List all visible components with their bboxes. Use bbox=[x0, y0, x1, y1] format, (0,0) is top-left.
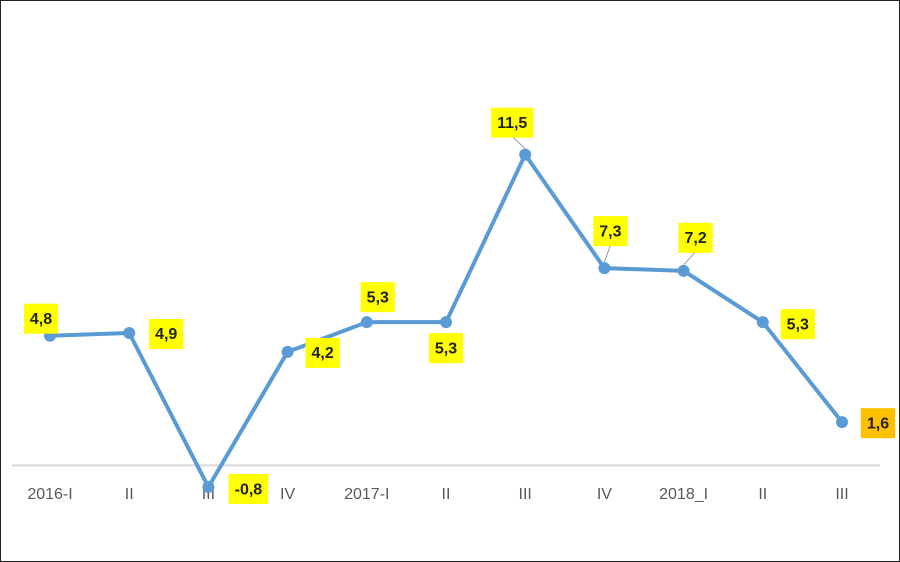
x-tick-label: II bbox=[125, 486, 134, 503]
data-label-bg bbox=[491, 107, 534, 138]
x-tick-label: III bbox=[835, 486, 848, 503]
data-label-bg bbox=[360, 282, 395, 313]
data-label: 5,3 bbox=[787, 316, 809, 333]
leader-line bbox=[683, 251, 696, 266]
data-label-bg bbox=[428, 333, 464, 364]
data-label: 4,2 bbox=[311, 345, 333, 362]
point bbox=[281, 345, 294, 358]
data-label-bg bbox=[860, 408, 896, 439]
x-tick-label: III bbox=[519, 486, 532, 503]
point bbox=[756, 316, 769, 329]
leader-line bbox=[511, 136, 526, 150]
point bbox=[360, 316, 373, 329]
data-label: 5,3 bbox=[367, 289, 389, 306]
x-tick-label: 2017-I bbox=[344, 486, 389, 503]
data-label: 5,3 bbox=[435, 340, 457, 357]
data-label-bg bbox=[593, 216, 628, 247]
data-label-bg bbox=[780, 309, 815, 340]
point bbox=[440, 316, 452, 329]
x-tick-label: 2018_I bbox=[659, 486, 708, 503]
data-label: 1,6 bbox=[867, 415, 889, 432]
data-label: 4,9 bbox=[155, 326, 177, 343]
data-label: 11,5 bbox=[497, 115, 527, 132]
point bbox=[123, 326, 136, 339]
x-tick-label: IV bbox=[597, 486, 612, 503]
data-label: -0,8 bbox=[235, 481, 263, 498]
data-label: 7,2 bbox=[684, 230, 706, 247]
x-tick-label: II bbox=[442, 486, 451, 503]
point bbox=[836, 416, 848, 429]
data-label-bg bbox=[23, 303, 59, 334]
data-label: 4,8 bbox=[30, 311, 52, 328]
point bbox=[598, 262, 611, 275]
data-label: 7,3 bbox=[599, 223, 621, 240]
data-label-bg bbox=[305, 337, 340, 368]
x-tick-label: 2016-I bbox=[27, 486, 72, 503]
data-label-bg bbox=[228, 474, 269, 505]
data-label-bg bbox=[678, 222, 713, 253]
x-tick-label: IV bbox=[280, 486, 295, 503]
point bbox=[677, 264, 690, 277]
leader-line bbox=[603, 244, 611, 263]
data-label-bg bbox=[149, 318, 184, 349]
point bbox=[519, 148, 532, 161]
x-tick-label: II bbox=[758, 486, 767, 503]
point bbox=[202, 481, 215, 494]
